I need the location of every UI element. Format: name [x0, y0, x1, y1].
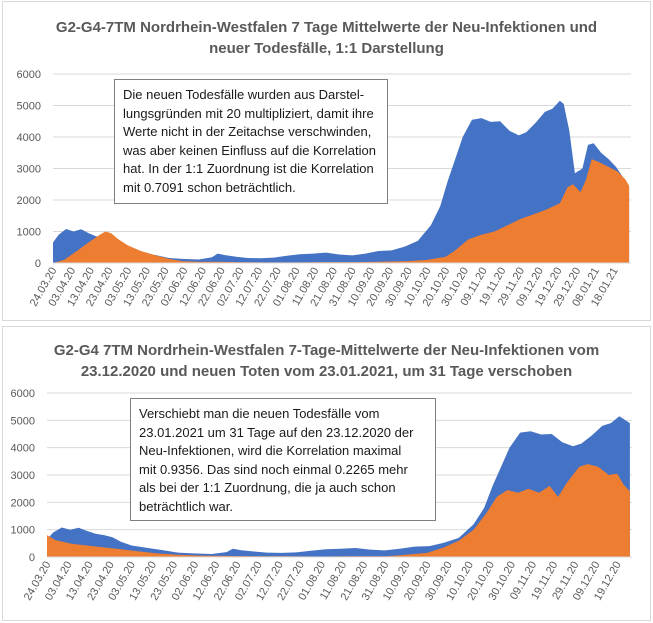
y-tick-label: 3000: [11, 470, 35, 482]
y-tick-label: 3000: [17, 164, 41, 176]
chart-panel-2-shifted: G2-G4 7TM Nordrhein-Westfalen 7-Tage-Mit…: [2, 326, 651, 621]
y-tick-label: 5000: [17, 101, 41, 113]
chart-title: G2-G4-7TM Nordrhein-Westfalen 7 Tage Mit…: [3, 17, 650, 59]
y-tick-label: 2000: [17, 195, 41, 207]
chart-annotation: Verschiebt man die neuen Todesfälle vom …: [130, 398, 436, 521]
chart-title-line-1: G2-G4-7TM Nordrhein-Westfalen 7 Tage Mit…: [55, 19, 598, 36]
y-tick-label: 2000: [11, 497, 35, 509]
area-series-1: [53, 100, 630, 263]
y-tick-label: 1000: [11, 525, 35, 537]
area-series-2: [53, 159, 630, 263]
y-tick-label: 6000: [11, 388, 35, 400]
y-tick-label: 4000: [11, 443, 35, 455]
chart-annotation: Die neuen Todesfälle wurden aus Darstel-…: [114, 79, 388, 204]
area-chart-1: 010002000300040005000600024.03.2003.04.2…: [17, 69, 631, 309]
chart-title-line-2: 23.12.2020 und neuen Toten vom 23.01.202…: [80, 363, 573, 380]
chart-panel-1-1-darstellung: G2-G4-7TM Nordrhein-Westfalen 7 Tage Mit…: [2, 1, 651, 321]
y-tick-label: 4000: [17, 132, 41, 144]
area-series-2: [47, 464, 630, 557]
y-tick-label: 1000: [17, 227, 41, 239]
chart-title: G2-G4 7TM Nordrhein-Westfalen 7-Tage-Mit…: [3, 340, 650, 382]
y-tick-label: 5000: [11, 415, 35, 427]
y-tick-label: 0: [29, 552, 35, 564]
chart-title-line-1: G2-G4 7TM Nordrhein-Westfalen 7-Tage-Mit…: [53, 342, 600, 359]
y-tick-label: 0: [35, 258, 41, 270]
y-tick-label: 6000: [17, 69, 41, 81]
chart-title-line-2: neuer Todesfälle, 1:1 Darstellung: [209, 40, 444, 57]
